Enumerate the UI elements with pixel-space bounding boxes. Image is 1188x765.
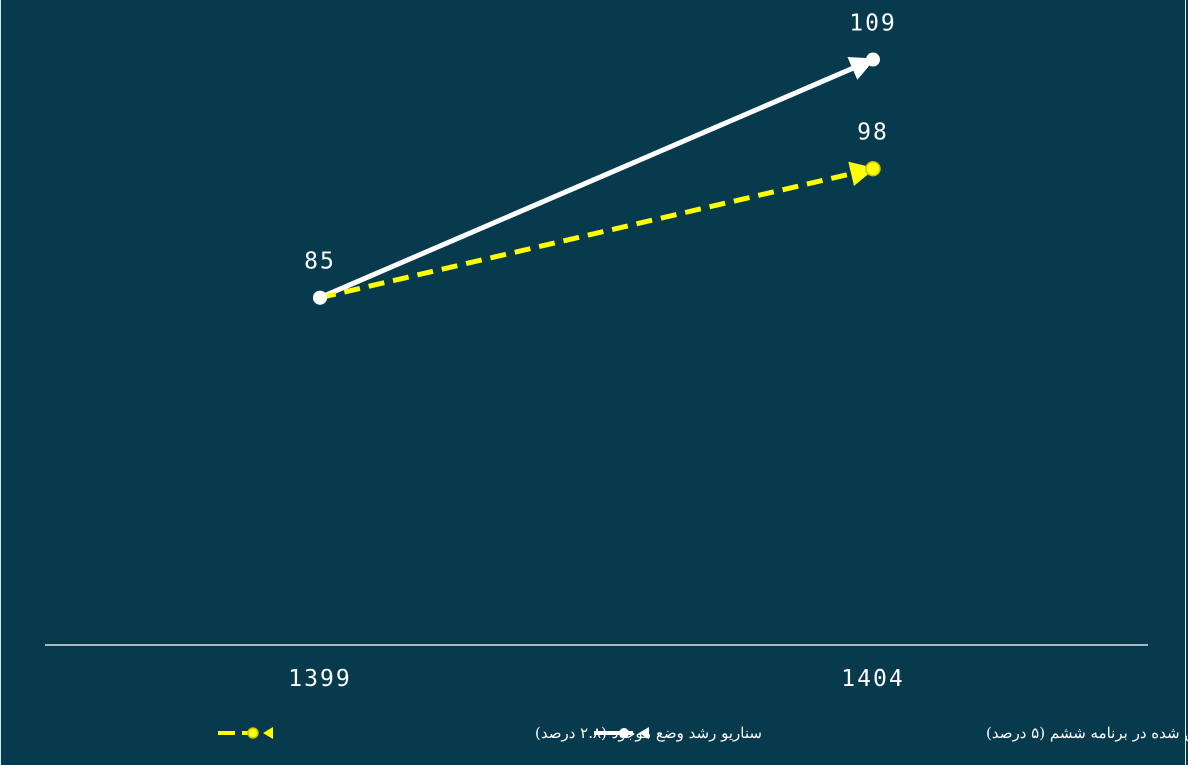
- data-point-series-1-2: [866, 52, 880, 67]
- legend-swatch-marker: [247, 727, 259, 739]
- legend-item-series-2: سناریو رشد وضع موجود (۲.۸ درصد): [218, 724, 762, 742]
- series-layer: [313, 52, 881, 305]
- x-tick-label: 1399: [288, 666, 351, 692]
- data-point-start: [313, 290, 327, 305]
- legend-swatch-marker: [619, 728, 629, 738]
- legend-swatch-arrow: [639, 727, 649, 739]
- x-axis-ticks: 1399 1404: [288, 666, 904, 692]
- value-labels: 85 109 98: [304, 11, 897, 275]
- legend-item-series-1: سناریو رشد تعیین شده در برنامه ششم (۵ در…: [594, 724, 1188, 742]
- legend-swatch-arrow: [263, 727, 273, 739]
- legend: سناریو رشد تعیین شده در برنامه ششم (۵ در…: [218, 724, 1188, 742]
- data-point-series-2-2: [865, 160, 881, 177]
- data-label-series-2-2: 98: [857, 120, 889, 146]
- series-line-2: [319, 161, 876, 301]
- series-line-1: [319, 56, 876, 300]
- legend-label-series-2: سناریو رشد وضع موجود (۲.۸ درصد): [535, 724, 762, 742]
- legend-label-series-1: سناریو رشد تعیین شده در برنامه ششم (۵ در…: [986, 724, 1188, 742]
- data-label-series-1-2: 109: [849, 11, 897, 37]
- x-tick-label: 1404: [841, 666, 904, 692]
- data-label-series-1-1: 85: [304, 249, 336, 275]
